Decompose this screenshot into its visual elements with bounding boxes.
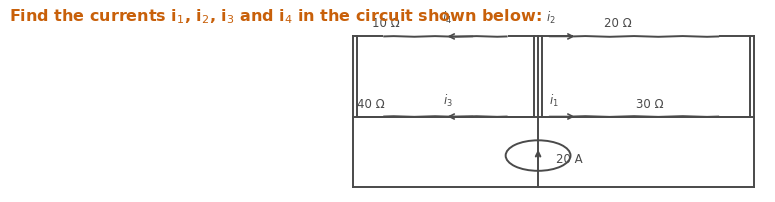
Text: 30 Ω: 30 Ω xyxy=(636,97,664,110)
Text: 20 Ω: 20 Ω xyxy=(604,17,632,30)
Text: Find the currents i$_1$, i$_2$, i$_3$ and i$_4$ in the circuit shown below:: Find the currents i$_1$, i$_2$, i$_3$ an… xyxy=(9,7,542,26)
Text: 10 Ω: 10 Ω xyxy=(372,17,400,30)
Text: $i_2$: $i_2$ xyxy=(546,10,556,26)
Text: $i_1$: $i_1$ xyxy=(549,92,559,108)
Text: 40 Ω: 40 Ω xyxy=(356,97,384,110)
Text: 20 A: 20 A xyxy=(556,152,583,165)
Text: $i_3$: $i_3$ xyxy=(443,92,453,108)
Text: $i_4$: $i_4$ xyxy=(442,10,452,26)
